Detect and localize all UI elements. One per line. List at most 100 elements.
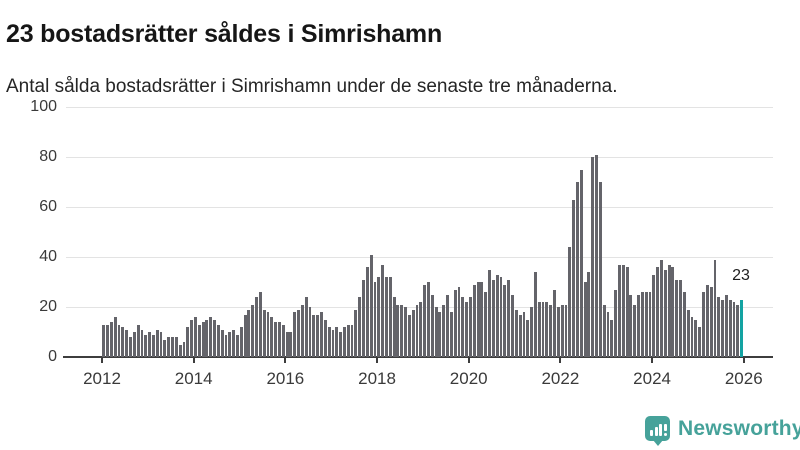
bar [522,312,526,357]
x-axis-tick [742,358,745,363]
bar [549,304,553,357]
bar [503,284,507,357]
x-axis-tick [192,358,195,363]
bar [106,324,109,357]
logo-bar-icon [650,430,653,436]
bar [365,267,369,357]
bar [579,169,583,357]
logo-bar-icon [654,427,658,436]
y-axis-label: 0 [48,348,57,365]
bar [660,259,663,357]
bar [339,332,343,357]
bar [151,334,155,357]
bar [690,317,694,357]
bar [564,304,568,357]
bar [331,329,335,357]
bar [591,157,595,357]
bar [648,292,652,357]
bar [610,319,614,357]
bar [679,279,682,357]
bar [736,304,740,357]
bar [415,304,419,357]
bar [598,182,602,357]
bar [595,154,598,357]
y-axis-label: 100 [30,98,57,115]
logo-bar-icon [659,424,662,436]
bar [396,304,400,357]
bar [671,267,675,357]
bar [438,312,442,357]
x-axis-label: 2018 [358,369,396,388]
bar [732,302,736,357]
brand-name: Newsworthy [678,417,800,440]
bar [618,264,621,357]
bar [251,304,255,357]
x-axis-tick [467,358,470,363]
bar [461,297,465,357]
bar [125,329,129,357]
bar [488,269,491,357]
bar [148,332,152,357]
bar [667,264,671,357]
bar [709,287,713,357]
bar [144,334,148,357]
bar [121,327,125,357]
bar [407,314,411,357]
bar [602,304,606,357]
bar [472,284,476,357]
x-axis-label: 2014 [174,369,213,388]
bar [545,302,549,357]
bar [400,304,404,357]
bar [213,319,216,357]
bar [629,294,633,357]
bar [323,319,327,357]
bar [553,289,556,357]
bar [499,277,503,357]
bar [163,339,167,357]
y-axis-label: 20 [39,298,57,315]
bar [350,324,354,357]
bar [419,302,423,357]
bar [193,317,197,357]
bar [201,322,205,357]
bar [388,277,392,357]
bar [205,319,209,357]
bar [270,317,274,357]
bar [575,182,579,357]
bar [140,329,144,357]
bar [705,284,709,357]
gridline-100 [66,107,773,108]
bar [262,309,266,357]
bar [239,327,243,357]
x-axis-tick [284,358,287,363]
bar [167,337,171,357]
bar [625,267,629,357]
x-axis-label: 2022 [541,369,580,388]
bar [728,299,732,357]
bar [178,344,182,357]
bar [300,304,304,357]
last-bar-value-label: 23 [732,267,750,284]
bar [663,269,667,357]
newsworthy-logo: Newsworthy [645,416,800,448]
bar [469,297,472,357]
bar [537,302,541,357]
bar [297,309,300,357]
bar [220,329,224,357]
bar [530,307,534,357]
bar [281,324,285,357]
x-axis-tick [559,358,562,363]
gridline-80 [66,157,773,158]
bar [320,312,323,357]
bar [656,267,660,357]
highlighted-bar [740,299,744,357]
bar [377,277,381,357]
bar [304,297,308,357]
bar [182,342,186,357]
bar [197,324,201,357]
bar [358,297,362,357]
bar [572,199,576,357]
bar [533,272,537,357]
bar [556,307,560,357]
